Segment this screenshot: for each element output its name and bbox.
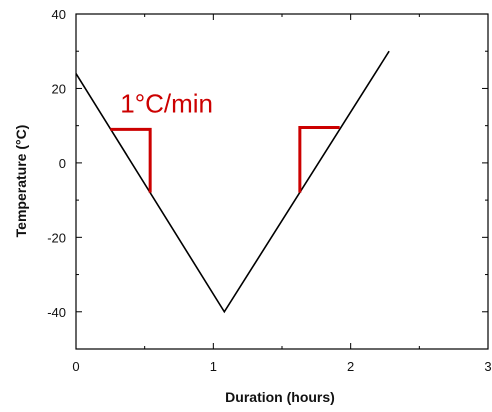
y-tick-label: 40	[52, 7, 66, 22]
x-tick-label: 3	[484, 359, 491, 374]
y-tick-label: -20	[47, 230, 66, 245]
y-tick-label: -40	[47, 305, 66, 320]
slope-marker	[298, 126, 340, 193]
x-tick-label: 1	[210, 359, 217, 374]
x-axis-title: Duration (hours)	[225, 389, 335, 405]
x-tick-label: 2	[347, 359, 354, 374]
plot-frame	[75, 13, 489, 350]
series-line	[75, 50, 390, 314]
y-tick-label: 0	[59, 156, 66, 171]
series-layer	[75, 50, 390, 314]
plot-area	[75, 13, 489, 350]
x-tick-label: 0	[72, 359, 79, 374]
slope-markers	[110, 126, 340, 193]
y-axis-title: Temperature (°C)	[13, 125, 29, 238]
axis-ticks: -40 -20 0 20 40 0 1 2 3	[47, 7, 491, 374]
rate-annotation: 1°C/min	[120, 89, 213, 119]
slope-marker	[110, 127, 152, 193]
y-tick-label: 20	[52, 81, 66, 96]
